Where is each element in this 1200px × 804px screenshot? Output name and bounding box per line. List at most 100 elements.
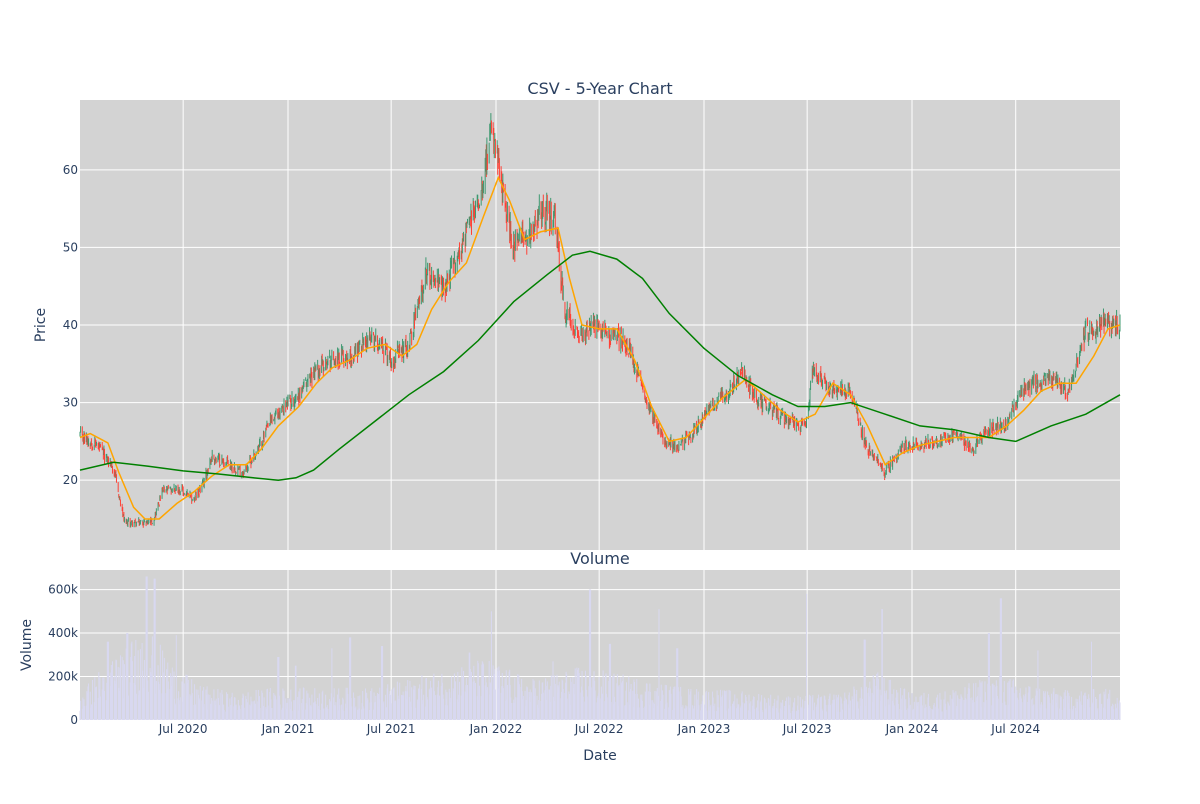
volume-bar [1012, 679, 1014, 720]
volume-bar [757, 700, 759, 720]
volume-bar [644, 706, 646, 720]
volume-bar [408, 696, 410, 720]
volume-bar [1013, 693, 1015, 720]
volume-bar [186, 696, 188, 720]
volume-bar [916, 709, 918, 720]
volume-bar [1044, 691, 1046, 720]
volume-bar [802, 699, 804, 720]
volume-bar [213, 689, 215, 720]
volume-bar [860, 687, 862, 720]
volume-bar [106, 641, 108, 720]
volume-bar [202, 690, 204, 720]
volume-bar [742, 702, 744, 720]
volume-bar [509, 685, 511, 720]
volume-bar [450, 697, 452, 720]
volume-bar [771, 707, 773, 720]
volume-bar [965, 698, 967, 720]
volume-bar [127, 633, 129, 720]
volume-bar [827, 704, 829, 720]
volume-bar [407, 680, 409, 720]
volume-bar [743, 703, 745, 720]
volume-bar [875, 685, 877, 720]
volume-bar [819, 697, 821, 720]
volume-bar [121, 656, 123, 720]
volume-bar [1106, 698, 1108, 720]
volume-bar [221, 694, 223, 720]
volume-plot-area[interactable] [80, 570, 1120, 720]
volume-bar [920, 705, 922, 720]
volume-bar [384, 694, 386, 720]
volume-bar [452, 688, 454, 720]
volume-bar [469, 652, 471, 720]
volume-bar [749, 703, 751, 720]
volume-bar [606, 697, 608, 720]
volume-bar [247, 692, 249, 720]
volume-bar [129, 682, 131, 720]
volume-bar [732, 703, 734, 720]
volume-bar [345, 687, 347, 720]
volume-bar [701, 707, 703, 720]
volume-bar [269, 692, 271, 720]
volume-bar [480, 696, 482, 720]
volume-bar [844, 697, 846, 720]
volume-bar [154, 578, 156, 720]
volume-bar [418, 688, 420, 720]
volume-bar [313, 702, 315, 720]
volume-bar [883, 678, 885, 720]
volume-bar [346, 707, 348, 720]
volume-bar [170, 685, 172, 720]
volume-bar [449, 702, 451, 720]
volume-bar [605, 673, 607, 720]
volume-bar [290, 689, 292, 720]
volume-bar [834, 699, 835, 720]
volume-bar [1023, 699, 1025, 720]
volume-bar [597, 695, 599, 720]
volume-bar [803, 708, 805, 720]
volume-bar [1108, 698, 1110, 720]
volume-bar [154, 578, 156, 720]
price-y-axis-label: Price [33, 308, 49, 342]
volume-bar [1011, 688, 1013, 720]
volume-bar [861, 698, 863, 720]
volume-bar [134, 685, 136, 720]
volume-bar [263, 705, 264, 720]
volume-bar [93, 702, 95, 720]
volume-bar [210, 704, 211, 720]
volume-bar [709, 710, 711, 720]
volume-bar [1064, 690, 1066, 720]
volume-y-axis-label: Volume [19, 619, 35, 671]
volume-bar [960, 694, 962, 720]
volume-bar [574, 694, 576, 720]
volume-bar [538, 680, 540, 720]
volume-bar [181, 681, 183, 720]
volume-bar [717, 695, 719, 720]
volume-bar [885, 693, 887, 720]
volume-bar [433, 691, 435, 720]
volume-bar [410, 706, 412, 720]
volume-bar [556, 674, 558, 720]
volume-bar [849, 708, 851, 720]
volume-bar [474, 688, 476, 720]
volume-bar [127, 695, 129, 720]
volume-bar [1092, 703, 1094, 720]
volume-bar [1108, 693, 1110, 720]
volume-bar [750, 701, 752, 720]
x-tick-labels: Jul 2020 Jan 2021 Jul 2021 Jan 2022 Jul 2022… [158, 722, 1040, 736]
volume-bar [713, 705, 715, 720]
volume-bar [793, 711, 795, 720]
volume-bar [721, 706, 723, 720]
volume-bar [746, 700, 748, 720]
volume-bar [692, 709, 694, 720]
volume-bar [1043, 696, 1045, 720]
volume-bar [887, 699, 889, 720]
volume-bar [721, 695, 723, 720]
volume-bar [642, 707, 644, 720]
volume-bar [1025, 687, 1027, 720]
volume-bar [197, 689, 199, 720]
volume-bar [592, 677, 594, 720]
volume-bar [387, 684, 389, 720]
volume-bar [1008, 681, 1010, 720]
volume-bar [1057, 694, 1059, 720]
volume-bar [829, 693, 831, 720]
volume-bar [932, 710, 934, 720]
